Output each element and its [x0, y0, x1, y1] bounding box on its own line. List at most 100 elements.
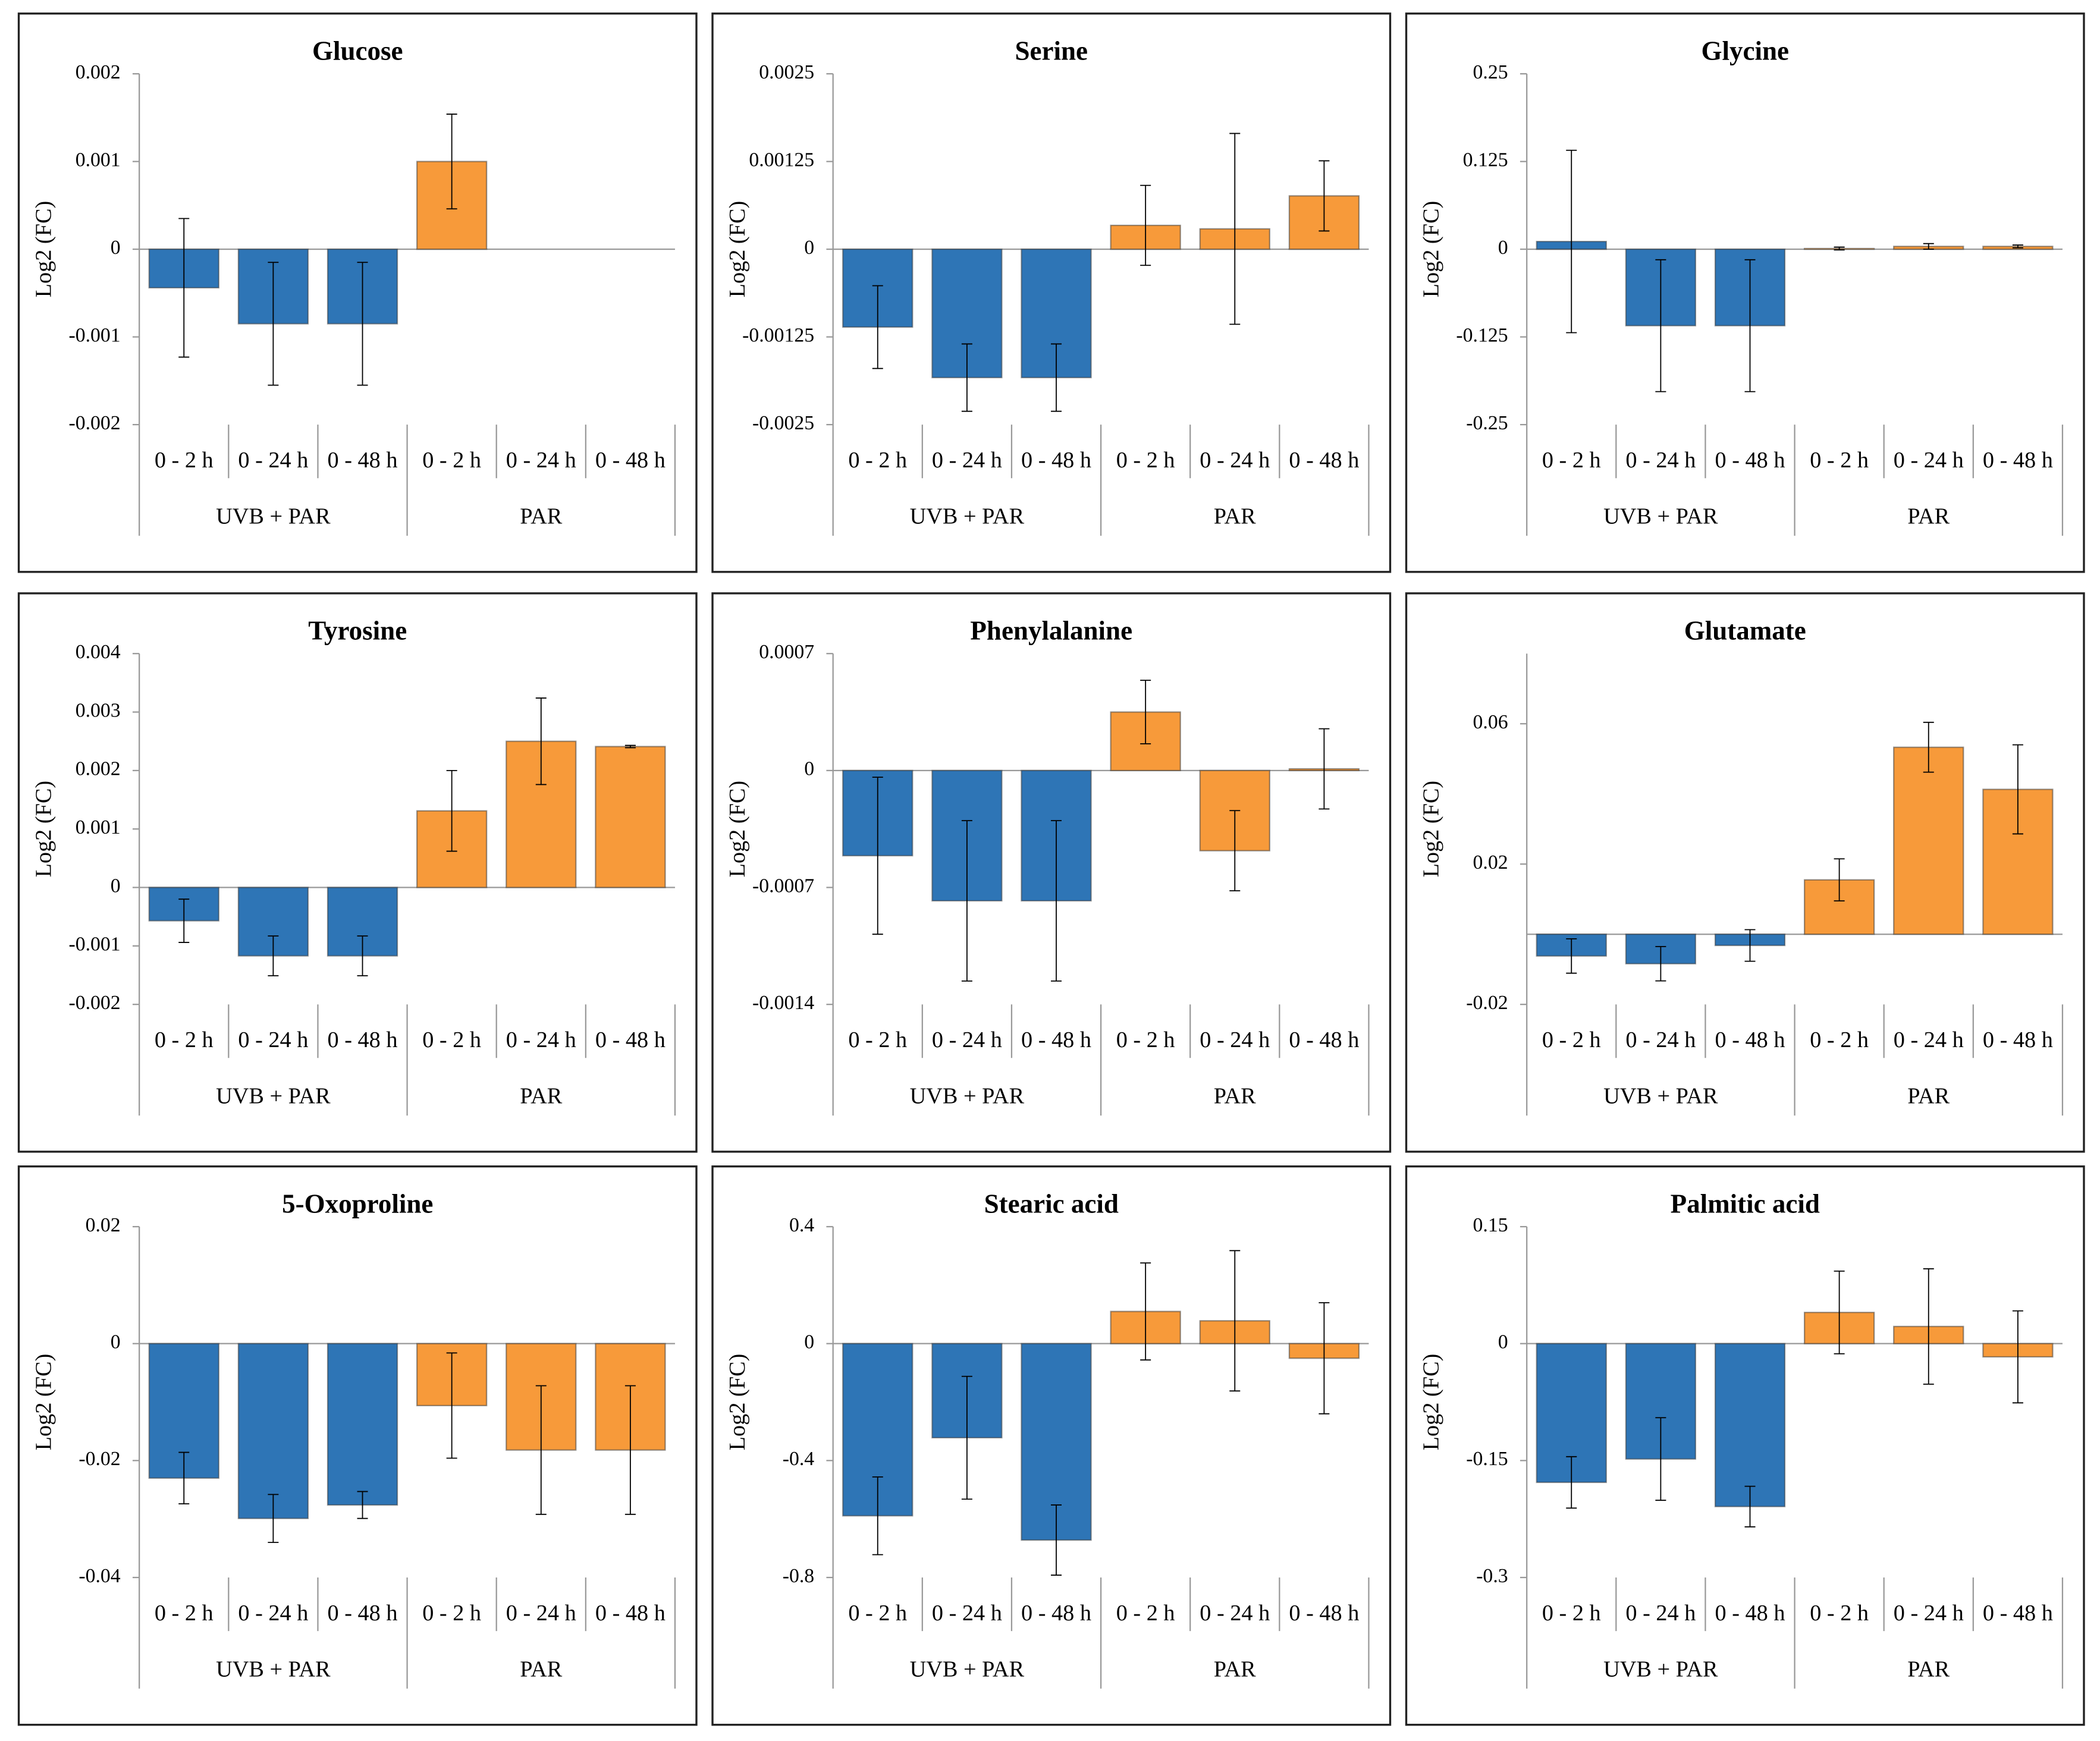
x-tick-label: 0 - 24 h	[1894, 1601, 1964, 1626]
chart-title: 5-Oxoproline	[282, 1189, 433, 1219]
group-label: PAR	[520, 1657, 562, 1682]
panel-frame	[1405, 592, 2085, 1153]
error-bar	[1744, 929, 1756, 962]
group-label: PAR	[520, 504, 562, 529]
x-tick-label: 0 - 48 h	[595, 1601, 666, 1626]
error-bar	[1140, 1262, 1151, 1361]
chart-title: Glucose	[312, 36, 403, 66]
x-tick-label: 0 - 2 h	[422, 448, 481, 473]
group-label: UVB + PAR	[216, 1084, 331, 1109]
y-tick-label: -0.002	[68, 412, 120, 434]
error-bar	[1566, 938, 1577, 974]
error-bar	[872, 285, 883, 369]
x-tick-label: 0 - 48 h	[1021, 448, 1091, 473]
panel-frame	[1405, 12, 2085, 573]
error-bar	[535, 697, 547, 785]
error-bar	[1923, 721, 1934, 773]
error-bar	[2012, 244, 2023, 249]
y-axis-label: Log2 (FC)	[31, 1354, 56, 1451]
y-tick-label: 0.02	[1473, 851, 1508, 873]
y-axis-label: Log2 (FC)	[31, 201, 56, 298]
y-axis-label: Log2 (FC)	[725, 781, 750, 878]
error-bar	[961, 1375, 972, 1500]
error-bar	[1229, 810, 1241, 892]
y-axis-label: Log2 (FC)	[725, 1354, 750, 1451]
y-tick-label: -0.8	[783, 1565, 814, 1587]
error-bar	[1834, 246, 1845, 251]
y-tick-label: 0.0007	[759, 641, 814, 663]
y-tick-label: -0.02	[1466, 992, 1508, 1014]
error-bar	[1834, 1270, 1845, 1355]
x-tick-label: 0 - 24 h	[506, 448, 576, 473]
x-tick-label: 0 - 2 h	[155, 448, 214, 473]
y-axis-label: Log2 (FC)	[1418, 781, 1443, 878]
x-tick-label: 0 - 24 h	[1625, 1601, 1696, 1626]
panel-frame	[711, 592, 1392, 1153]
x-tick-label: 0 - 2 h	[1542, 1027, 1601, 1052]
y-tick-label: 0.02	[86, 1214, 121, 1236]
error-bar	[357, 935, 368, 976]
y-axis-label: Log2 (FC)	[1418, 201, 1443, 298]
y-tick-label: -0.02	[79, 1448, 120, 1470]
error-bar	[446, 769, 457, 852]
x-tick-label: 0 - 24 h	[1200, 448, 1270, 473]
y-tick-label: -0.0014	[752, 992, 814, 1014]
chart-title: Phenylalanine	[970, 616, 1132, 646]
bar	[327, 1343, 398, 1506]
error-bar	[535, 1385, 547, 1515]
x-tick-label: 0 - 24 h	[238, 1601, 308, 1626]
x-tick-label: 0 - 24 h	[932, 448, 1002, 473]
y-axis-label: Log2 (FC)	[31, 781, 56, 878]
panel-frame	[17, 12, 698, 573]
y-tick-label: 0.0025	[759, 61, 814, 83]
error-bar	[1319, 160, 1330, 232]
x-tick-label: 0 - 48 h	[1715, 448, 1785, 473]
panel-frame	[17, 1165, 698, 1726]
x-tick-label: 0 - 48 h	[1983, 1027, 2053, 1052]
bar	[1714, 1343, 1786, 1507]
y-tick-label: 0	[804, 1331, 814, 1353]
x-tick-label: 0 - 48 h	[328, 1027, 398, 1052]
chart-title: Glycine	[1701, 36, 1789, 66]
x-tick-label: 0 - 24 h	[1200, 1027, 1270, 1052]
x-tick-label: 0 - 2 h	[1810, 1601, 1869, 1626]
error-bar	[872, 777, 883, 935]
group-label: PAR	[1907, 504, 1950, 529]
error-bar	[446, 1352, 457, 1459]
x-tick-label: 0 - 48 h	[1021, 1601, 1091, 1626]
x-tick-label: 0 - 2 h	[1116, 1027, 1175, 1052]
group-label: UVB + PAR	[910, 1657, 1025, 1682]
error-bar	[1655, 1417, 1666, 1501]
x-tick-label: 0 - 2 h	[1542, 448, 1601, 473]
x-tick-label: 0 - 48 h	[595, 448, 666, 473]
error-bar	[1655, 259, 1666, 392]
x-tick-label: 0 - 48 h	[1715, 1601, 1785, 1626]
panel-frame	[711, 12, 1392, 573]
error-bar	[268, 935, 279, 976]
error-bar	[1319, 728, 1330, 810]
error-bar	[624, 1385, 636, 1515]
error-bar	[1051, 820, 1062, 982]
error-bar	[2012, 744, 2023, 835]
chart-title: Tyrosine	[308, 616, 407, 646]
y-tick-label: 0.15	[1473, 1214, 1508, 1236]
y-tick-label: 0.06	[1473, 711, 1508, 733]
y-tick-label: 0	[804, 237, 814, 259]
error-bar	[1655, 945, 1666, 982]
group-label: UVB + PAR	[1603, 1657, 1718, 1682]
bar	[237, 1343, 309, 1519]
error-bar	[961, 820, 972, 982]
y-tick-label: 0	[804, 758, 814, 780]
group-label: UVB + PAR	[910, 504, 1025, 529]
x-tick-label: 0 - 24 h	[506, 1027, 576, 1052]
group-label: PAR	[1907, 1657, 1950, 1682]
panel-frame	[711, 1165, 1392, 1726]
group-label: PAR	[1214, 1657, 1256, 1682]
error-bar	[1923, 1268, 1934, 1385]
error-bar	[1051, 1504, 1062, 1576]
x-tick-label: 0 - 2 h	[422, 1027, 481, 1052]
error-bar	[1140, 680, 1151, 744]
y-tick-label: 0.004	[76, 641, 121, 663]
